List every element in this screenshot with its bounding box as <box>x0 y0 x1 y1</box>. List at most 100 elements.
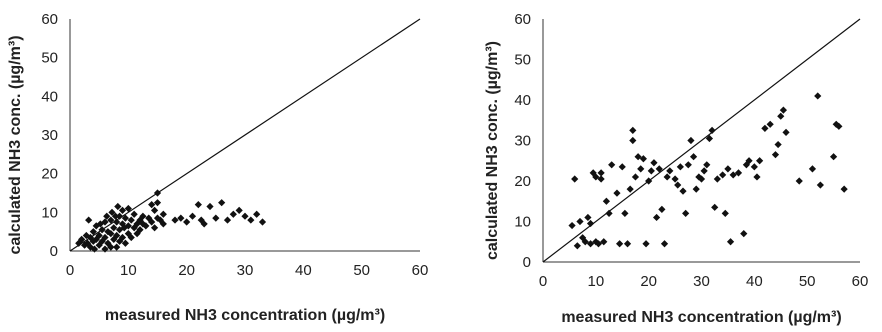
data-point <box>258 218 267 226</box>
data-point <box>101 233 109 242</box>
data-point <box>814 92 822 100</box>
data-point <box>98 226 106 234</box>
data-point <box>573 242 581 250</box>
data-point <box>115 212 124 220</box>
data-point <box>107 216 115 224</box>
x-tick-label: 20 <box>640 273 657 290</box>
data-point <box>634 153 642 161</box>
data-point <box>626 185 634 193</box>
data-point <box>629 136 637 145</box>
data-point <box>631 173 640 181</box>
data-point <box>110 224 118 232</box>
y-tick-label: 10 <box>514 214 531 231</box>
x-tick-label: 50 <box>353 262 370 279</box>
data-point <box>713 175 721 183</box>
data-point <box>655 165 663 173</box>
x-tick-label: 40 <box>746 273 763 290</box>
data-point <box>597 169 605 177</box>
data-point <box>247 216 255 224</box>
data-point <box>127 216 135 224</box>
y-tick-label: 20 <box>41 166 58 183</box>
data-point <box>703 161 711 169</box>
data-point <box>623 240 632 248</box>
data-point <box>621 209 629 217</box>
data-point <box>645 177 653 185</box>
one-to-one-line <box>69 18 421 252</box>
y-tick-label: 30 <box>514 133 531 150</box>
data-point <box>206 202 214 211</box>
data-point <box>586 240 595 248</box>
data-point <box>734 169 743 177</box>
y-tick-label: 40 <box>41 88 58 105</box>
data-point <box>584 213 592 222</box>
data-point <box>777 112 785 120</box>
data-point <box>107 243 115 251</box>
data-point <box>113 243 121 251</box>
y-tick-label: 0 <box>50 243 58 260</box>
data-point <box>639 155 647 163</box>
data-point <box>142 222 150 230</box>
data-point <box>594 240 603 248</box>
data-point <box>120 224 128 232</box>
data-point <box>740 230 748 238</box>
data-point <box>597 175 605 183</box>
data-point <box>742 161 751 169</box>
data-point <box>721 209 729 217</box>
data-point <box>592 238 600 246</box>
data-point <box>679 187 687 195</box>
data-point <box>150 224 159 232</box>
data-point <box>576 217 584 226</box>
data-point <box>113 231 121 240</box>
data-point <box>674 181 682 189</box>
data-point <box>581 238 589 246</box>
data-point <box>605 209 613 217</box>
data-point <box>724 165 732 173</box>
data-point <box>188 212 197 220</box>
x-tick-label: 60 <box>852 273 869 290</box>
data-point <box>101 245 109 253</box>
data-point <box>602 197 610 205</box>
data-point <box>200 220 208 228</box>
data-point <box>113 218 121 226</box>
y-tick-label: 40 <box>514 92 531 109</box>
y-tick-label: 0 <box>523 254 531 271</box>
y-tick-label: 60 <box>514 11 531 28</box>
data-point <box>689 153 698 161</box>
y-tick-label: 50 <box>41 50 58 67</box>
x-tick-label: 40 <box>295 262 312 279</box>
y-tick-label: 20 <box>514 173 531 190</box>
data-point <box>684 161 692 169</box>
data-point <box>121 239 130 247</box>
data-point <box>608 161 616 169</box>
data-point <box>118 220 127 228</box>
data-point <box>121 214 130 222</box>
chart-2: 0 10 20 30 40 50 60 0 10 20 30 40 50 60 measured NH3 c… <box>484 11 868 326</box>
data-point <box>816 181 824 189</box>
data-point <box>223 216 232 224</box>
x-tick-label: 30 <box>237 262 254 279</box>
data-point <box>745 157 753 165</box>
data-point <box>671 175 679 183</box>
data-point <box>660 240 669 248</box>
x-tick-label: 50 <box>799 273 816 290</box>
data-point <box>650 159 658 167</box>
data-point <box>753 173 761 181</box>
data-point <box>89 228 97 236</box>
data-point <box>136 226 144 234</box>
data-point <box>666 167 674 175</box>
x-axis-label: measured NH3 concentration (µg/m³) <box>105 307 385 324</box>
data-point <box>771 151 780 159</box>
one-to-one-line <box>542 18 861 263</box>
data-point <box>835 122 843 130</box>
data-point <box>183 218 191 226</box>
data-point <box>148 201 156 209</box>
data-point <box>150 206 159 214</box>
data-point <box>726 238 735 246</box>
data-point <box>153 199 162 207</box>
y-axis-label: calculated NH3 conc. (µg/m³) <box>7 35 24 254</box>
data-point <box>83 239 92 247</box>
data-point <box>832 120 840 128</box>
data-point <box>700 167 708 175</box>
data-point <box>637 165 645 173</box>
